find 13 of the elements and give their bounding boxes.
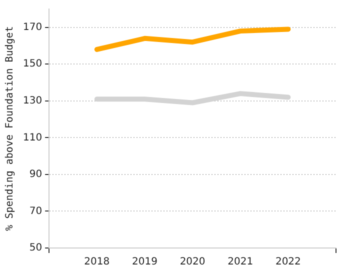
- x-tick-label: 2022: [275, 256, 301, 268]
- y-tick-label: 130: [22, 96, 42, 107]
- y-axis-title: % Spending above Foundation Budget: [4, 26, 16, 231]
- x-tick-label: 2021: [228, 256, 254, 268]
- y-tick-label: 110: [22, 132, 42, 144]
- y-tick-label: 70: [29, 206, 42, 217]
- x-tick-label: 2018: [84, 256, 110, 268]
- y-tick-label: 50: [29, 242, 42, 254]
- x-tick-label: 2020: [180, 256, 206, 268]
- y-tick-label: 170: [22, 22, 42, 33]
- y-tick-label: 150: [22, 58, 42, 70]
- x-tick-label: 2019: [132, 256, 158, 268]
- y-tick-label: 90: [29, 169, 42, 180]
